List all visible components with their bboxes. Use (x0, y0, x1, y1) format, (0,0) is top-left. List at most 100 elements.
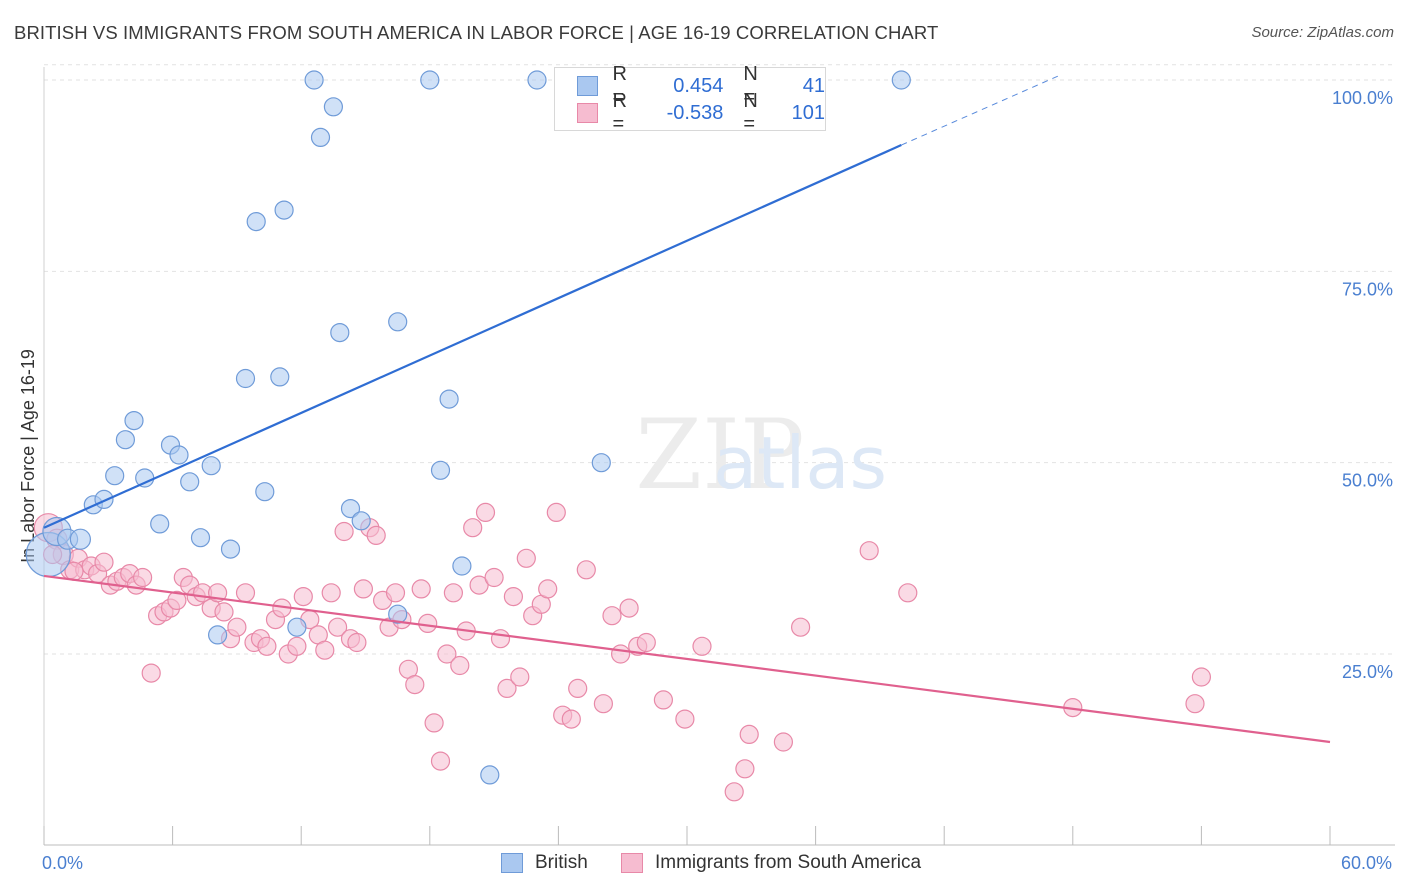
point-immigrants (405, 674, 425, 695)
point-british (135, 468, 155, 488)
point-immigrants (315, 640, 335, 660)
point-british (527, 70, 547, 90)
point-british (591, 453, 611, 473)
point-immigrants (293, 586, 313, 607)
point-british (351, 511, 371, 531)
point-british (94, 489, 114, 509)
point-british (310, 127, 331, 147)
trend-line-british-extension (901, 75, 1058, 146)
point-immigrants (546, 502, 566, 523)
point-immigrants (593, 694, 614, 714)
point-immigrants (475, 502, 496, 523)
point-british (169, 445, 189, 465)
point-immigrants (450, 655, 470, 676)
point-immigrants (1185, 694, 1205, 714)
point-immigrants (418, 613, 438, 634)
point-immigrants (490, 629, 511, 649)
point-british (388, 312, 408, 332)
point-immigrants (167, 590, 187, 611)
point-immigrants (94, 552, 114, 572)
point-immigrants (898, 583, 918, 603)
x-tick-label-max: 60.0% (1341, 853, 1392, 873)
point-british (287, 617, 307, 637)
r-label-british: R = (612, 63, 627, 108)
point-british (270, 367, 290, 387)
point-immigrants (321, 583, 341, 603)
point-immigrants (739, 724, 759, 745)
legend-label-immig: Immigrants from South America (655, 852, 922, 873)
legend-swatch-british (501, 853, 523, 873)
point-immigrants (484, 567, 504, 588)
legend-item-immig: Immigrants from South America (621, 852, 921, 874)
legend-item-british: British (501, 852, 588, 874)
point-immigrants (287, 636, 307, 656)
point-british (105, 466, 125, 486)
grid-lines (44, 64, 1395, 655)
watermark-suffix: atlas (713, 421, 887, 505)
point-immigrants (1191, 667, 1212, 687)
point-immigrants (516, 548, 536, 568)
point-immigrants (443, 583, 463, 603)
x-tick-label-min: 0.0% (42, 853, 83, 873)
point-immigrants (568, 678, 588, 699)
immig-swatch (577, 103, 599, 123)
trend-lines (43, 75, 1331, 744)
source-note: Source: ZipAtlas.com (1251, 24, 1394, 41)
point-british (246, 212, 266, 232)
point-immigrants (576, 560, 596, 580)
point-immigrants (790, 617, 811, 637)
point-immigrants (214, 602, 234, 622)
legend-label-british: British (535, 852, 588, 873)
point-immigrants (538, 579, 558, 599)
point-immigrants (463, 518, 483, 538)
series-british-points (25, 70, 911, 785)
stats-row-british: R = 0.454 N = 41 (577, 63, 826, 108)
point-immigrants (469, 575, 489, 595)
point-british (388, 604, 408, 624)
stats-row-immig: R = -0.538 N = 101 (577, 90, 825, 135)
point-immigrants (227, 617, 247, 637)
point-british (304, 70, 324, 90)
point-british (208, 625, 228, 645)
point-immigrants (859, 541, 879, 561)
series-legend: British Immigrants from South America (0, 852, 1406, 878)
point-immigrants (619, 598, 639, 618)
trend-line-immigrants (43, 574, 1331, 744)
chart-title: BRITISH VS IMMIGRANTS FROM SOUTH AMERICA… (14, 22, 939, 43)
point-british (439, 389, 459, 409)
point-immigrants (328, 617, 348, 637)
point-british (180, 472, 200, 492)
point-immigrants (437, 644, 457, 664)
r-value-immig: -0.538 (666, 101, 724, 124)
n-value-british: 41 (802, 74, 826, 97)
point-british (115, 430, 136, 450)
point-british (255, 482, 275, 502)
y-axis-tick-labels: 25.0% 50.0% 75.0% 100.0% (1332, 88, 1393, 682)
point-british (69, 528, 92, 550)
point-immigrants (141, 663, 161, 683)
point-immigrants (636, 632, 656, 653)
point-british (190, 528, 211, 548)
y-tick-label: 100.0% (1332, 88, 1393, 108)
point-immigrants (430, 751, 451, 771)
point-british (430, 460, 451, 480)
british-swatch (577, 76, 599, 96)
y-tick-label: 50.0% (1342, 471, 1393, 491)
y-tick-label: 25.0% (1342, 662, 1393, 682)
point-immigrants (235, 583, 256, 603)
point-immigrants (353, 579, 373, 599)
x-axis-ticks (43, 826, 1331, 845)
point-british (420, 70, 440, 90)
point-british (323, 97, 343, 117)
point-immigrants (497, 678, 517, 699)
point-immigrants (724, 782, 744, 802)
point-immigrants (503, 586, 524, 607)
point-british (150, 514, 170, 534)
point-immigrants (334, 521, 354, 542)
legend-swatch-immig (621, 853, 643, 873)
point-british (891, 70, 911, 90)
point-immigrants (675, 709, 695, 729)
point-immigrants (561, 709, 581, 729)
r-label-immig: R = (612, 90, 627, 135)
